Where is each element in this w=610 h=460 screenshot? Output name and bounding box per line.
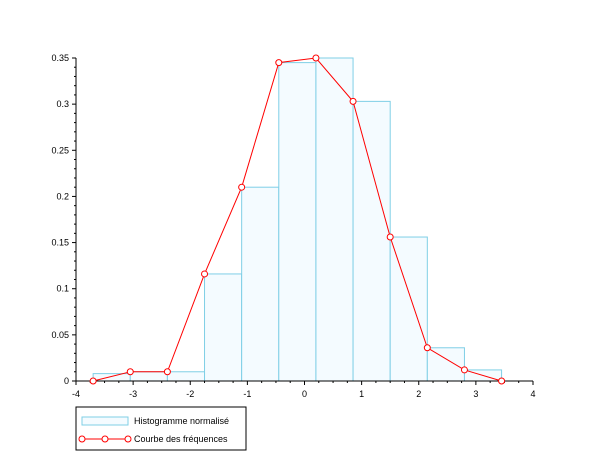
y-tick-label: 0 <box>64 376 69 386</box>
curve-point <box>275 59 283 67</box>
histogram-bar <box>166 371 206 382</box>
y-tick-label: 0.2 <box>56 191 69 201</box>
curve-point <box>349 97 357 105</box>
curve-point <box>386 233 394 241</box>
curve-point <box>89 377 97 385</box>
y-axis-ticks: 0 0.05 0.1 0.15 0.2 0.25 0.3 0.35 <box>51 53 76 386</box>
curve-point <box>238 183 246 191</box>
x-tick-label: -1 <box>243 389 251 399</box>
y-tick-label: 0.15 <box>51 238 69 248</box>
legend-box <box>75 406 247 451</box>
x-axis-ticks: -4 -3 -2 -1 0 1 2 3 4 <box>72 381 536 399</box>
legend-histogram-label: Histogramme normalisé <box>134 416 229 426</box>
y-tick-label: 0.3 <box>56 99 69 109</box>
y-tick-label: 0.05 <box>51 330 69 340</box>
histogram-bar <box>352 100 391 382</box>
y-tick-label: 0.1 <box>56 284 69 294</box>
legend-histogram-swatch <box>81 416 129 426</box>
histogram-bar <box>426 347 465 382</box>
legend-curve-marker <box>78 435 86 443</box>
x-tick-label: 1 <box>359 389 364 399</box>
x-tick-label: 4 <box>530 389 535 399</box>
x-tick-label: -3 <box>129 389 137 399</box>
x-tick-label: -2 <box>186 389 194 399</box>
histogram-bar <box>278 62 317 382</box>
curve-point <box>498 377 506 385</box>
x-tick-label: 3 <box>473 389 478 399</box>
x-tick-label: -4 <box>72 389 80 399</box>
x-tick-label: 0 <box>302 389 307 399</box>
legend-curve-label: Courbe des fréquences <box>134 434 228 444</box>
histogram-bar <box>129 371 168 382</box>
histogram-bar <box>315 57 354 382</box>
y-tick-label: 0.25 <box>51 145 69 155</box>
legend: Histogramme normalisé Courbe des fréquen… <box>75 406 247 451</box>
curve-line <box>93 57 502 382</box>
y-tick-label: 0.35 <box>51 53 69 63</box>
histogram-bar <box>204 273 243 382</box>
histogram-bar <box>241 186 280 382</box>
histogram-bar <box>389 236 428 382</box>
curve-point <box>312 54 320 62</box>
curve-point <box>423 344 431 352</box>
curve-point <box>163 368 171 376</box>
x-tick-label: 2 <box>416 389 421 399</box>
curve-point <box>201 270 209 278</box>
curve-point <box>126 368 134 376</box>
curve-point <box>460 366 468 374</box>
legend-curve-marker <box>124 435 132 443</box>
histogram <box>92 57 503 382</box>
frequency-curve <box>89 54 506 385</box>
legend-curve-marker <box>101 435 109 443</box>
